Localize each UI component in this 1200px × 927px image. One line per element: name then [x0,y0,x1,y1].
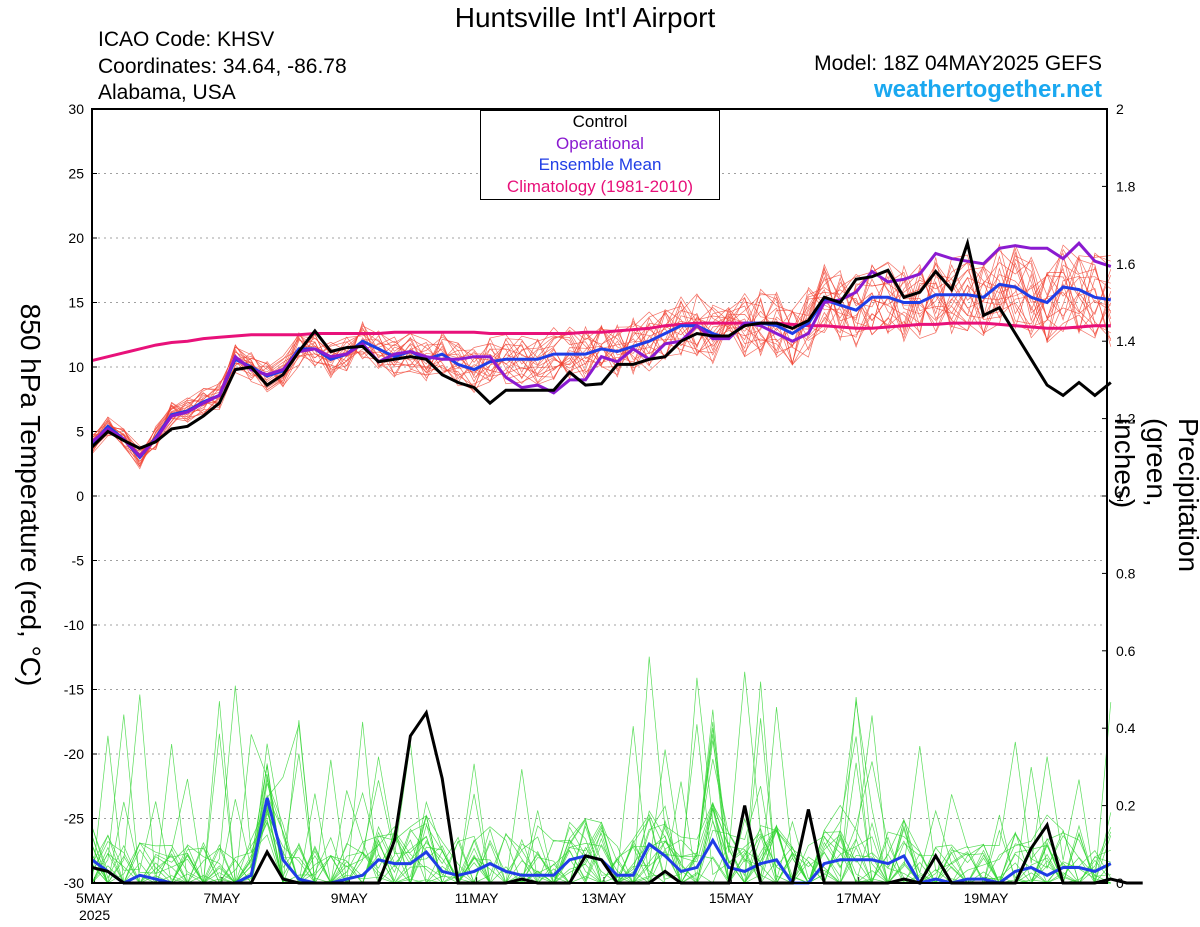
y-tick-label-left: -5 [72,553,85,569]
temp-member-line [91,254,1112,468]
y-tick-label-left: -30 [64,875,84,891]
precip-member-line [91,685,1112,884]
precip-member-line [91,656,1111,885]
temp-member-line [91,256,1112,452]
icao-code: ICAO Code: KHSV [98,28,275,51]
y-axis-label-left: 850 hPa Temperature (red, °C) [15,303,46,687]
y-tick-label-left: 10 [68,359,84,375]
x-tick-label: 9MAY [331,890,369,906]
temp-member-line [91,243,1112,465]
coordinates: Coordinates: 34.64, -86.78 [98,55,347,78]
y-tick-label-left: -15 [64,682,84,698]
y-tick-label-right: 1.2 [1116,411,1136,427]
x-tick-label: 7MAY [203,890,241,906]
x-tick-label: 5MAY [76,890,114,906]
x-tick-label: 11MAY [455,890,499,906]
location: Alabama, USA [98,81,236,104]
y-tick-label-right: 1.6 [1116,256,1136,272]
legend-climatology: Climatology (1981-2010) [506,176,694,196]
legend-operational: Operational [556,133,644,153]
precip-member-line [91,671,1111,885]
temp-member-line [91,247,1112,455]
y-tick-label-left: 15 [68,295,84,311]
temp-operational-line [91,241,1112,459]
y-tick-label-left: -25 [64,811,84,827]
site-link[interactable]: weathertogether.net [873,76,1102,103]
precip-member-line [91,734,1112,885]
temp-member-line [91,248,1112,457]
y-tick-label-right: 0.6 [1116,643,1136,659]
precip-member-line [91,677,1111,885]
temp-member-line [91,261,1112,457]
legend: Control Operational Ensemble Mean Climat… [480,110,720,200]
temp-member-line [91,252,1112,450]
temp-control-line [90,237,1112,450]
temp-member-line [91,244,1112,460]
y-tick-label-left: 30 [68,101,84,117]
y-tick-label-left: 5 [76,424,84,440]
y-tick-label-right: 1.8 [1116,178,1136,194]
model-run: Model: 18Z 04MAY2025 GEFS [814,52,1102,75]
y-tick-label-left: 20 [68,230,84,246]
y-tick-label-left: 25 [68,166,84,182]
y-tick-label-right: 0 [1116,875,1124,891]
y-tick-label-right: 1 [1116,488,1124,504]
x-tick-sublabel: 2025 [79,907,110,923]
y-tick-label-left: -20 [64,746,84,762]
legend-ensemble-mean: Ensemble Mean [538,155,662,174]
y-tick-label-right: 2 [1116,101,1124,117]
y-tick-label-right: 0.2 [1116,798,1136,814]
chart-title: Huntsville Int'l Airport [454,2,716,33]
plot-frame [91,108,1108,884]
y-tick-label-right: 0.4 [1116,720,1136,736]
y-axis-label-right: 6-hour Precipitation (green, inches) [1109,417,1200,573]
x-tick-label: 17MAY [836,890,882,906]
legend-control: Control [572,112,628,131]
x-tick-label: 13MAY [582,890,628,906]
precip-member-line [91,701,1111,884]
y-tick-label-left: 0 [76,488,84,504]
x-tick-label: 15MAY [709,890,755,906]
y-tick-label-right: 0.8 [1116,565,1136,581]
y-tick-label-left: -10 [64,617,84,633]
x-tick-label: 19MAY [964,890,1010,906]
precip-member-line [91,718,1112,884]
climatology-line [91,321,1111,363]
y-tick-label-right: 1.4 [1116,333,1136,349]
